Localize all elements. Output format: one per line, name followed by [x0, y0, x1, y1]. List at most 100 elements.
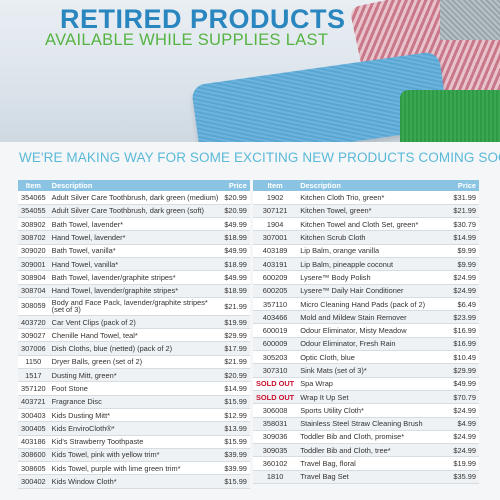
item-number: 308605 [18, 461, 49, 476]
item-price: $15.99 [221, 474, 250, 489]
column-header-description: Description [297, 180, 449, 191]
table-row: 403186 Kid's Strawberry Toothpaste $15.99 [18, 435, 250, 449]
item-description: Toddler Bib and Cloth, promise* [297, 430, 449, 445]
item-description: Hand Towel, lavender* [48, 230, 222, 245]
table-row: 309035 Toddler Bib and Cloth, tree* $24.99 [253, 443, 479, 458]
table-row: SOLD OUT Wrap It Up Set $70.79 [253, 390, 479, 405]
item-price: $15.99 [221, 395, 250, 409]
table-row: 403191 Lip Balm, pineapple coconut $9.99 [253, 257, 479, 272]
table-row: 308600 Kids Towel, pink with yellow trim*… [18, 448, 250, 463]
item-number: 403720 [18, 315, 49, 330]
item-price: $20.99 [221, 204, 250, 219]
item-price: $16.99 [449, 323, 479, 338]
item-number: 307001 [253, 230, 298, 245]
table-row: 600019 Odour Eliminator, Misty Meadow $16.… [253, 323, 479, 338]
item-description: Kids Dusting Mitt* [48, 408, 222, 423]
item-price: $35.99 [449, 470, 479, 485]
item-number: 403466 [253, 310, 298, 325]
item-description: Bath Towel, lavender/graphite stripes* [48, 270, 222, 285]
item-number: 300402 [18, 474, 49, 489]
page-title: RETIRED PRODUCTS [60, 4, 346, 34]
item-price: $24.99 [449, 403, 479, 418]
item-number: 1904 [253, 217, 298, 232]
item-description: Stainless Steel Straw Cleaning Brush [297, 417, 449, 431]
item-description: Bath Towel, lavender* [48, 217, 222, 232]
item-price: $10.49 [449, 350, 479, 365]
item-number: 600009 [253, 337, 298, 352]
column-header-item: Item [18, 180, 49, 191]
item-number: 308902 [18, 217, 49, 232]
table-row: 403721 Fragrance Disc $15.99 [18, 395, 250, 409]
table-row: 1810 Travel Bag Set $35.99 [253, 470, 479, 485]
item-description: Fragrance Disc [48, 395, 222, 409]
item-description: Spa Wrap [297, 377, 449, 391]
column-header-description: Description [48, 180, 222, 191]
table-row: 1902 Kitchen Cloth Trio, green* $31.99 [253, 191, 479, 205]
table-row: 600205 Lysere™ Daily Hair Conditioner $24.… [253, 284, 479, 298]
item-price: $29.99 [449, 363, 479, 378]
item-price: $24.99 [449, 270, 479, 285]
item-number: 357110 [253, 297, 298, 312]
item-description: Kids Towel, purple with lime green trim* [48, 461, 222, 476]
item-number: 300403 [18, 408, 49, 423]
table-row: 300403 Kids Dusting Mitt* $12.99 [18, 408, 250, 423]
item-description: Kitchen Towel and Cloth Set, green* [297, 217, 449, 232]
item-price: $21.99 [449, 204, 479, 219]
item-number: 354065 [18, 191, 49, 205]
item-description: Kids Towel, pink with yellow trim* [48, 448, 222, 463]
table-row: 308059 Body and Face Pack, lavender/graph… [18, 297, 250, 316]
item-number: 309036 [253, 430, 298, 445]
item-number: 307310 [253, 363, 298, 378]
item-price: $19.99 [449, 456, 479, 471]
item-price: $6.49 [449, 297, 479, 312]
item-number: 308059 [18, 297, 49, 316]
item-description: Adult Silver Care Toothbrush, dark green… [48, 204, 222, 219]
item-price: $13.99 [221, 421, 250, 436]
table-row: 307121 Kitchen Towel, green* $21.99 [253, 204, 479, 219]
table-row: 308904 Bath Towel, lavender/graphite stri… [18, 270, 250, 285]
item-number: 305203 [253, 350, 298, 365]
table-row: 307001 Kitchen Scrub Cloth $14.99 [253, 230, 479, 245]
table-row: 600009 Odour Eliminator, Fresh Rain $16.99 [253, 337, 479, 352]
item-description: Kids Window Cloth* [48, 474, 222, 489]
table-header-row: Item Description Price [253, 180, 479, 191]
item-price: $14.99 [221, 381, 250, 396]
table-row: 600209 Lysere™ Body Polish $24.99 [253, 270, 479, 285]
item-number: 309001 [18, 257, 49, 272]
item-price: $49.99 [449, 377, 479, 391]
column-header-price: Price [449, 180, 479, 191]
item-price: $49.99 [221, 270, 250, 285]
item-number: 309035 [253, 443, 298, 458]
item-price: $21.99 [221, 297, 250, 316]
product-table-left: Item Description Price 354065 Adult Silve… [18, 180, 250, 489]
item-description: Lip Balm, orange vanilla [297, 244, 449, 258]
item-price: $30.79 [449, 217, 479, 232]
grey-cloth-image [440, 0, 500, 40]
item-number: 1810 [253, 470, 298, 485]
table-row: 357110 Micro Cleaning Hand Pads (pack of … [253, 297, 479, 312]
table-row: 309036 Toddler Bib and Cloth, promise* $24… [253, 430, 479, 445]
item-number: 307121 [253, 204, 298, 219]
item-price: $24.99 [449, 443, 479, 458]
item-description: Car Vent Clips (pack of 2) [48, 315, 222, 330]
item-price: $15.99 [221, 435, 250, 449]
item-number: 1517 [18, 368, 49, 383]
item-number: 600205 [253, 284, 298, 298]
item-description: Dryer Balls, green (set of 2) [48, 355, 222, 370]
item-price: $9.99 [449, 257, 479, 272]
item-description: Mold and Mildew Stain Remover [297, 310, 449, 325]
item-price: $12.99 [221, 408, 250, 423]
item-description: Dish Cloths, blue (netted) (pack of 2) [48, 341, 222, 356]
item-number: 308702 [18, 230, 49, 245]
item-price: $39.99 [221, 448, 250, 463]
table-row: 354055 Adult Silver Care Toothbrush, dark… [18, 204, 250, 219]
table-row: 309001 Hand Towel, vanilla* $18.99 [18, 257, 250, 272]
table-row: 307006 Dish Cloths, blue (netted) (pack o… [18, 341, 250, 356]
table-row: 403189 Lip Balm, orange vanilla $9.99 [253, 244, 479, 258]
item-number: 309020 [18, 244, 49, 258]
item-number: 306008 [253, 403, 298, 418]
table-row: 308902 Bath Towel, lavender* $49.99 [18, 217, 250, 232]
item-description: Odour Eliminator, Misty Meadow [297, 323, 449, 338]
table-row: 357120 Foot Stone $14.99 [18, 381, 250, 396]
item-number: 360102 [253, 456, 298, 471]
